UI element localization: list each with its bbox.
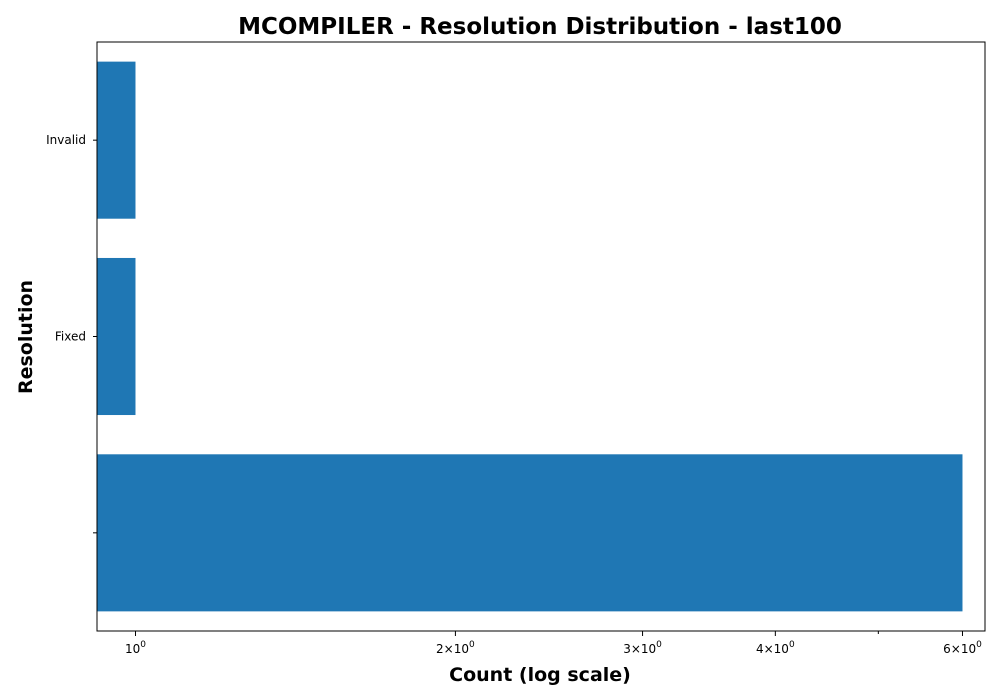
x-tick-base: 6×10	[943, 642, 976, 656]
x-tick-base: 2×10	[436, 642, 469, 656]
x-tick-label: 2×100	[436, 640, 475, 656]
x-axis-label: Count (log scale)	[449, 664, 631, 686]
x-tick-exponent: 0	[789, 640, 795, 650]
plot-frame	[96, 41, 986, 632]
x-tick-base: 3×10	[623, 642, 656, 656]
bar-fixed	[97, 257, 136, 416]
x-tick-label: 100	[125, 640, 146, 656]
x-tick-label: 3×100	[623, 640, 662, 656]
y-tick-label: Fixed	[55, 330, 86, 344]
bar-unlabeled	[97, 454, 963, 612]
x-tick-exponent: 0	[140, 640, 146, 650]
y-tick-label: Invalid	[46, 133, 86, 147]
x-tick-base: 4×10	[756, 642, 789, 656]
bar-invalid	[97, 61, 136, 219]
x-tick-label: 6×100	[943, 640, 982, 656]
x-tick-label: 4×100	[756, 640, 795, 656]
chart-title: MCOMPILER - Resolution Distribution - la…	[238, 14, 842, 40]
x-tick-exponent: 0	[469, 640, 475, 650]
y-axis-label: Resolution	[15, 280, 37, 394]
x-tick-exponent: 0	[976, 640, 982, 650]
x-tick-exponent: 0	[656, 640, 662, 650]
x-tick-base: 10	[125, 642, 140, 656]
